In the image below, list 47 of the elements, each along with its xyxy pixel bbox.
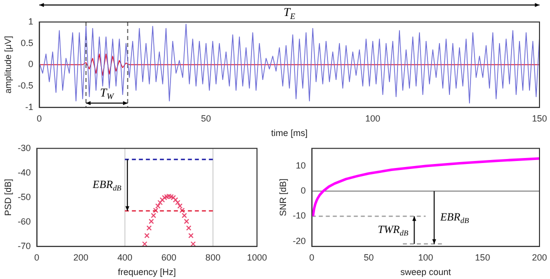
y-tick-label: 0.5 — [20, 38, 34, 48]
x-tick-label: 50 — [364, 252, 374, 262]
x-axis-title: frequency [Hz] — [118, 267, 176, 278]
y-axis-title: amplitude [μV] — [2, 36, 13, 94]
y-tick-label: -30 — [18, 142, 31, 153]
x-axis-title: time [ms] — [271, 128, 308, 138]
y-tick-label: -70 — [18, 240, 31, 251]
point — [177, 203, 183, 209]
point — [160, 197, 165, 202]
y-axis-title: PSD [dB] — [2, 178, 13, 216]
point — [157, 200, 163, 206]
point — [142, 241, 148, 246]
x-tick-label: 600 — [161, 252, 176, 262]
x-tick-label: 150 — [532, 113, 548, 124]
x-tick-label: 0 — [36, 113, 42, 124]
x-tick-label: 200 — [73, 252, 88, 262]
x-tick-label: 200 — [532, 252, 548, 262]
y-tick-label: -10 — [292, 210, 306, 221]
y-tick-label: -1 — [25, 102, 34, 112]
x-tick-label: 100 — [418, 252, 434, 262]
y-tick-label: -40 — [18, 167, 31, 178]
y-axis-title: SNR [dB] — [278, 178, 288, 216]
point — [164, 194, 170, 200]
y-tick-label: 1 — [28, 16, 34, 26]
point — [155, 203, 161, 209]
point — [172, 197, 178, 202]
y-tick-label: 0 — [300, 186, 306, 196]
x-tick-label: 150 — [475, 252, 490, 262]
point — [188, 233, 194, 238]
point — [186, 225, 192, 231]
y-tick-label: -0.5 — [18, 80, 34, 91]
x-tick-label: 50 — [201, 113, 212, 124]
point — [144, 233, 150, 238]
x-tick-label: 100 — [365, 113, 380, 124]
x-tick-label: 800 — [205, 252, 220, 262]
y-tick-label: 10 — [296, 160, 306, 170]
y-tick-label: -20 — [292, 236, 306, 246]
y-tick-label: -50 — [18, 192, 31, 202]
x-tick-label: 0 — [309, 252, 314, 262]
point — [146, 225, 152, 231]
y-tick-label: -60 — [18, 216, 31, 226]
x-axis-title: sweep count — [400, 267, 452, 278]
point — [190, 241, 196, 246]
y-tick-label: 0 — [28, 59, 34, 70]
point — [175, 200, 180, 206]
x-tick-label: 1000 — [246, 252, 268, 262]
x-tick-label: 400 — [117, 252, 132, 262]
